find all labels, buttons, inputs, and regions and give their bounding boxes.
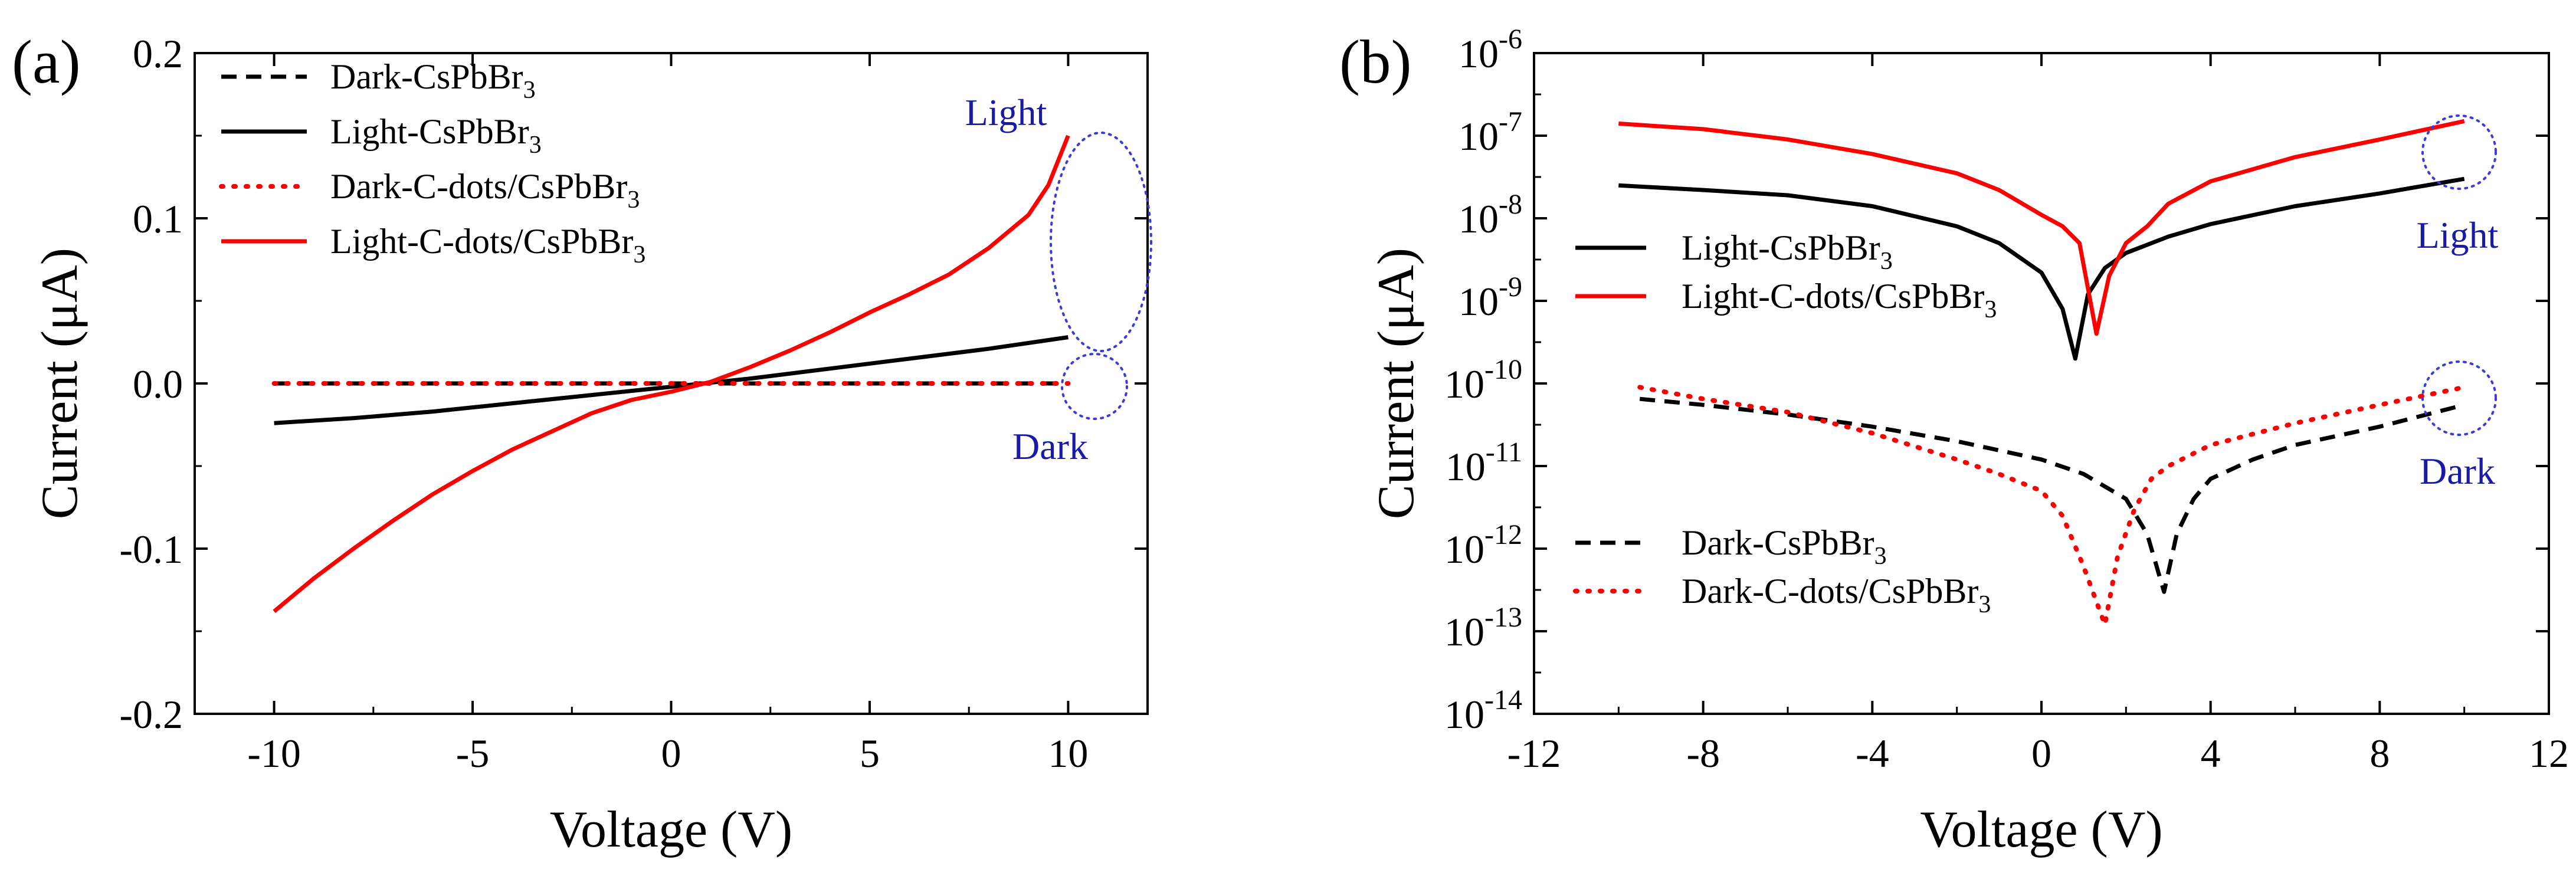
y-tick-base: 10 (1444, 362, 1484, 406)
legend-text: Dark-CsPbBr (1682, 523, 1874, 562)
legend-entry: Light-C-dots/CsPbBr3 (330, 222, 645, 268)
annotation-label: Light (965, 91, 1047, 133)
series-line (1618, 119, 2465, 336)
y-tick-label: 10-11 (1446, 437, 1522, 489)
legend-text: Dark-C-dots/CsPbBr (1682, 572, 1978, 611)
y-tick-label: 0.2 (133, 31, 183, 76)
legend-subscript: 3 (529, 132, 542, 159)
series-line (273, 135, 1070, 614)
y-tick-base: 10 (1444, 527, 1484, 572)
panel-a: (a) -10 -5 0 5 10 -0.2 -0.1 0.0 0.1 0.2 Voltage (V)… (12, 27, 1152, 858)
y-tick-label: 10-13 (1444, 602, 1522, 654)
x-axis-label: Voltage (V) (1920, 801, 2162, 858)
x-tick-label: 4 (2201, 731, 2221, 776)
y-tick-label: 10-14 (1444, 684, 1522, 737)
legend-entry: Dark-CsPbBr3 (330, 57, 536, 104)
y-tick-exponent: -10 (1484, 354, 1522, 385)
legend-subscript: 3 (1880, 248, 1893, 275)
y-tick-label: -0.1 (119, 527, 183, 572)
x-tick-label: 8 (2369, 731, 2390, 776)
legend-subscript: 3 (1874, 543, 1887, 570)
legend-text: Light-CsPbBr (1682, 228, 1880, 267)
x-tick-label: 5 (860, 731, 880, 776)
x-tick-label: 0 (661, 731, 681, 776)
y-tick-label: -0.2 (119, 692, 183, 737)
legend-text: Dark-CsPbBr (330, 57, 523, 96)
panel-label: (b) (1339, 27, 1411, 96)
y-tick-exponent: -14 (1484, 684, 1522, 716)
y-tick-base: 10 (1459, 31, 1499, 76)
x-tick-label: 0 (2031, 731, 2051, 776)
y-tick-label: 10-10 (1444, 354, 1522, 406)
y-tick-exponent: -12 (1484, 519, 1522, 550)
annotation-label: Dark (2420, 450, 2495, 492)
series-line (1639, 396, 2465, 594)
series-line (274, 335, 1069, 425)
annotation-label: Dark (1012, 425, 1088, 467)
x-axis-label: Voltage (V) (550, 801, 792, 858)
annotation-ellipse (2421, 360, 2497, 436)
y-tick-exponent: -9 (1499, 271, 1522, 303)
y-tick-base: 10 (1444, 692, 1484, 737)
y-tick-label: 10-7 (1459, 106, 1522, 159)
x-tick-label: -12 (1507, 731, 1561, 776)
legend-entry: Light-CsPbBr3 (330, 112, 542, 159)
legend-entry: Dark-CsPbBr3 (1682, 523, 1887, 570)
legend-subscript: 3 (1978, 591, 1991, 618)
legend-entry: Light-CsPbBr3 (1682, 228, 1893, 275)
panel-b: (b)-12 -8 -4 0 4 8 1210-1410-1310-1210-1110-10… (1339, 24, 2569, 858)
y-axis-label: Current (μA) (1368, 248, 1425, 519)
y-axis-label: Current (μA) (31, 248, 89, 519)
y-tick-base: 10 (1446, 444, 1486, 489)
x-tick-label: -4 (1856, 731, 1889, 776)
y-tick-label: 10-8 (1459, 189, 1522, 241)
y-tick-base: 10 (1459, 114, 1499, 159)
annotation-label: Light (2417, 214, 2499, 256)
legend-text: Light-C-dots/CsPbBr (1682, 277, 1984, 316)
x-tick-label: -5 (456, 731, 490, 776)
series-line (1618, 176, 2465, 361)
y-tick-label: 10-9 (1459, 271, 1522, 324)
panel-label: (a) (12, 27, 81, 96)
y-tick-label: 10-12 (1444, 519, 1522, 572)
y-tick-exponent: -6 (1499, 24, 1522, 55)
x-tick-label: 12 (2529, 731, 2569, 776)
x-tick-label: -8 (1686, 731, 1720, 776)
x-tick-label: 10 (1048, 731, 1088, 776)
legend-text: Light-CsPbBr (330, 112, 529, 151)
legend-subscript: 3 (1984, 296, 1997, 323)
annotation-ellipse (1050, 132, 1152, 352)
y-tick-label: 10-6 (1459, 24, 1522, 76)
y-tick-exponent: -7 (1499, 106, 1522, 137)
x-tick-label: -10 (247, 731, 301, 776)
legend-text: Light-C-dots/CsPbBr (330, 222, 633, 261)
y-tick-label: 0.1 (133, 196, 183, 241)
legend-entry: Light-C-dots/CsPbBr3 (1682, 277, 1997, 323)
y-tick-exponent: -11 (1486, 437, 1522, 468)
y-tick-base: 10 (1459, 279, 1499, 324)
legend-entry: Dark-C-dots/CsPbBr3 (1682, 572, 1991, 618)
legend-subscript: 3 (633, 241, 645, 268)
y-tick-exponent: -8 (1499, 189, 1522, 220)
legend-subscript: 3 (523, 77, 536, 104)
annotation-ellipse (2421, 114, 2497, 190)
legend-text: Dark-C-dots/CsPbBr (330, 167, 627, 206)
y-tick-exponent: -13 (1484, 602, 1522, 633)
legend-subscript: 3 (627, 186, 640, 214)
legend-entry: Dark-C-dots/CsPbBr3 (330, 167, 640, 214)
y-tick-label: 0.0 (133, 362, 183, 406)
y-tick-base: 10 (1459, 196, 1499, 241)
series-line (1637, 385, 2467, 627)
y-tick-base: 10 (1444, 609, 1484, 654)
annotation-ellipse (1061, 353, 1128, 420)
